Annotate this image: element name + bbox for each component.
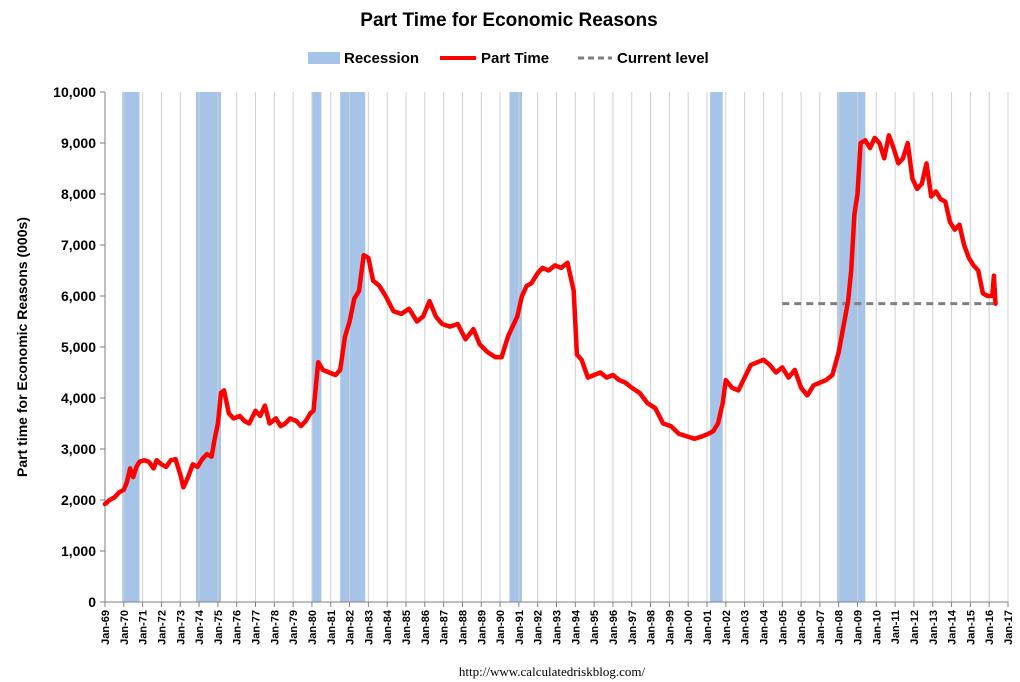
x-tick-label: Jan-77 <box>251 610 263 645</box>
x-tick-label: Jan-99 <box>664 610 676 645</box>
x-tick-label: Jan-08 <box>834 610 846 645</box>
x-tick-label: Jan-69 <box>100 610 112 645</box>
legend-swatch-recession <box>308 52 340 64</box>
y-tick-label: 5,000 <box>61 339 96 355</box>
x-tick-label: Jan-95 <box>589 610 601 645</box>
x-tick-label: Jan-04 <box>758 609 770 645</box>
legend-label-part-time: Part Time <box>481 50 549 67</box>
x-tick-label: Jan-87 <box>439 610 451 645</box>
y-tick-label: 7,000 <box>61 237 96 253</box>
gridlines <box>104 92 1009 602</box>
y-tick-labels: 0 1,000 2,000 3,000 4,000 5,000 6,000 7,000 8,00… <box>53 84 96 610</box>
y-tick-label: 9,000 <box>61 135 96 151</box>
y-tick-label: 3,000 <box>61 441 96 457</box>
x-tick-label: Jan-74 <box>194 609 206 645</box>
x-tick-label: Jan-09 <box>853 610 865 645</box>
x-tick-label: Jan-85 <box>401 610 413 645</box>
x-tick-label: Jan-07 <box>815 610 827 645</box>
x-tick-labels: Jan-69 Jan-70 Jan-71 Jan-72 Jan-73 Jan-74 Jan-… <box>100 609 1015 645</box>
y-tick-label: 1,000 <box>61 543 96 559</box>
y-tick-label: 6,000 <box>61 288 96 304</box>
legend: Recession Part Time Current level <box>308 50 709 67</box>
x-tick-label: Jan-90 <box>495 610 507 645</box>
x-tick-label: Jan-10 <box>871 610 883 645</box>
x-tick-label: Jan-78 <box>269 610 281 645</box>
y-tick-label: 4,000 <box>61 390 96 406</box>
x-tick-label: Jan-94 <box>570 609 582 645</box>
x-tick-label: Jan-97 <box>627 610 639 645</box>
x-tick-label: Jan-14 <box>947 609 959 645</box>
recession-band-2 <box>195 92 222 602</box>
x-tick-label: Jan-98 <box>646 610 658 645</box>
x-tick-label: Jan-76 <box>232 610 244 645</box>
y-tick-label: 10,000 <box>53 84 96 100</box>
x-tick-label: Jan-13 <box>928 610 940 645</box>
x-tick-label: Jan-92 <box>533 610 545 645</box>
x-tick-label: Jan-15 <box>965 610 977 645</box>
recession-band-6 <box>710 92 723 602</box>
x-tick-label: Jan-12 <box>909 610 921 645</box>
y-axis-label: Part time for Economic Reasons (000s) <box>14 217 30 477</box>
x-tick-label: Jan-16 <box>984 610 996 645</box>
recession-band-5 <box>509 92 523 602</box>
x-tick-label: Jan-96 <box>608 610 620 645</box>
x-tick-label: Jan-80 <box>307 610 319 645</box>
y-tick-label: 8,000 <box>61 186 96 202</box>
x-tick-label: Jan-01 <box>702 610 714 645</box>
x-tick-label: Jan-81 <box>326 610 338 645</box>
x-tick-label: Jan-71 <box>138 610 150 645</box>
x-tick-label: Jan-79 <box>288 610 300 645</box>
x-tick-label: Jan-00 <box>683 610 695 645</box>
y-tick-label: 2,000 <box>61 492 96 508</box>
recession-band-3 <box>311 92 322 602</box>
chart-title: Part Time for Economic Reasons <box>360 10 657 31</box>
x-tick-label: Jan-70 <box>119 610 131 645</box>
legend-label-recession: Recession <box>344 50 419 67</box>
x-tick-label: Jan-02 <box>721 610 733 645</box>
x-tick-label: Jan-73 <box>175 610 187 645</box>
x-tick-label: Jan-05 <box>777 610 789 645</box>
y-tick-label: 0 <box>88 594 96 610</box>
legend-label-current-level: Current level <box>617 50 709 67</box>
x-tick-label: Jan-93 <box>552 610 564 645</box>
x-tick-label: Jan-83 <box>363 610 375 645</box>
x-tick-label: Jan-11 <box>890 610 902 644</box>
recession-band-1 <box>122 92 140 602</box>
x-tick-label: Jan-89 <box>476 610 488 645</box>
x-tick-label: Jan-84 <box>382 609 394 645</box>
x-tick-label: Jan-17 <box>1003 610 1015 645</box>
x-tick-label: Jan-82 <box>345 610 357 645</box>
x-tick-label: Jan-88 <box>457 610 469 645</box>
x-tick-label: Jan-72 <box>156 610 168 645</box>
x-tick-label: Jan-06 <box>796 610 808 645</box>
recession-bands <box>122 92 866 602</box>
axes <box>100 91 1009 607</box>
source-url: http://www.calculatedriskblog.com/ <box>459 664 646 679</box>
x-tick-label: Jan-86 <box>420 610 432 645</box>
x-tick-label: Jan-03 <box>740 610 752 645</box>
x-tick-label: Jan-75 <box>213 610 225 645</box>
x-tick-label: Jan-91 <box>514 610 526 645</box>
series-line-part-time <box>102 133 998 507</box>
